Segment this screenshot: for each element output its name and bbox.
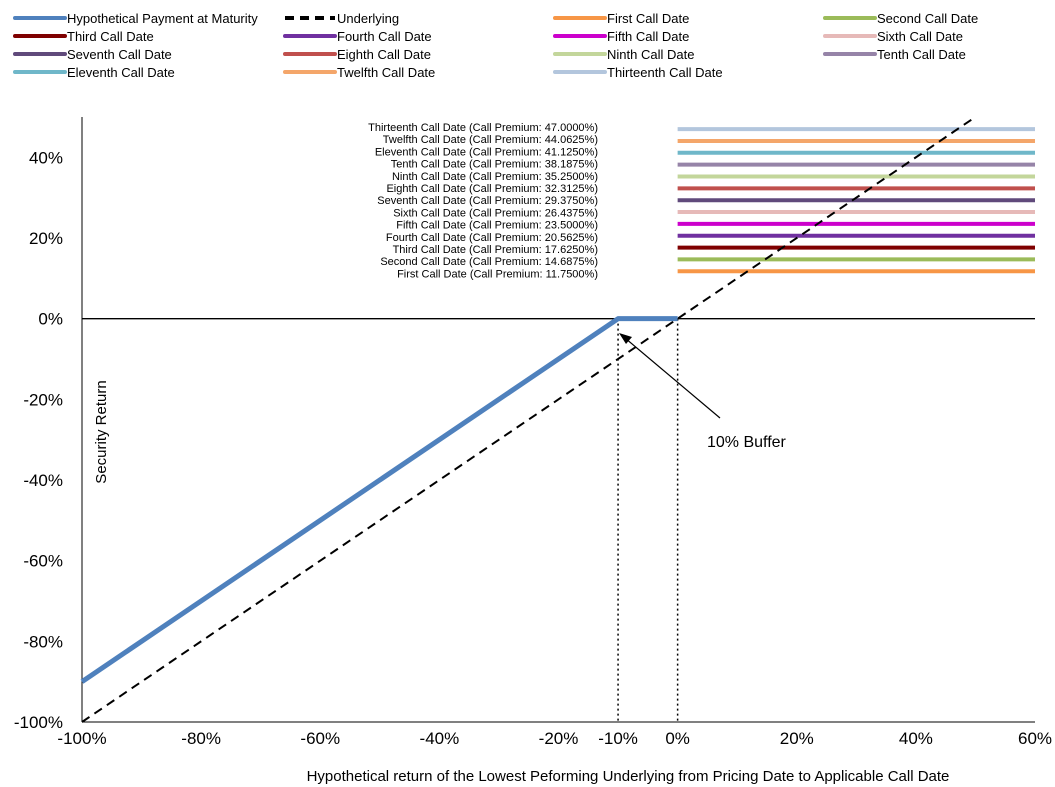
y-tick-label: -40% (23, 471, 63, 490)
call-label-tenth-call-date: Tenth Call Date (Call Premium: 38.1875%) (391, 159, 598, 171)
y-axis-label: Security Return (93, 380, 110, 483)
legend-label-fourth-call-date: Fourth Call Date (337, 29, 432, 44)
y-tick-label: -60% (23, 552, 63, 571)
series-payment-at-maturity (80, 316, 678, 684)
legend-label-third-call-date: Third Call Date (67, 29, 154, 44)
x-tick-label: -20% (539, 729, 579, 748)
call-label-sixth-call-date: Sixth Call Date (Call Premium: 26.4375%) (393, 207, 598, 219)
call-label-fourth-call-date: Fourth Call Date (Call Premium: 20.5625%… (386, 232, 598, 244)
call-label-eleventh-call-date: Eleventh Call Date (Call Premium: 41.125… (375, 146, 598, 158)
y-tick-label: -80% (23, 632, 63, 651)
x-tick-label: -100% (57, 729, 106, 748)
y-tick-label: -20% (23, 390, 63, 409)
buffer-arrow (624, 337, 721, 419)
y-tick-label: 0% (38, 310, 63, 329)
legend-label-tenth-call-date: Tenth Call Date (877, 47, 966, 62)
call-label-second-call-date: Second Call Date (Call Premium: 14.6875%… (380, 256, 598, 268)
legend: Hypothetical Payment at Maturity Underlyi… (13, 11, 978, 80)
legend-label-second-call-date: Second Call Date (877, 11, 978, 26)
call-label-third-call-date: Third Call Date (Call Premium: 17.6250%) (393, 244, 598, 256)
series (80, 116, 976, 723)
call-label-thirteenth-call-date: Thirteenth Call Date (Call Premium: 47.0… (368, 122, 598, 134)
legend-label-twelfth-call-date: Twelfth Call Date (337, 65, 435, 80)
call-date-labels: Thirteenth Call Date (Call Premium: 47.0… (368, 122, 598, 280)
call-label-first-call-date: First Call Date (Call Premium: 11.7500%) (397, 268, 598, 280)
legend-label-thirteenth-call-date: Thirteenth Call Date (607, 65, 723, 80)
tick-labels: -100% -80% -60% -40% -20% -10% 0% 20% 40% 60% 40% 2… (14, 148, 1052, 748)
call-label-fifth-call-date: Fifth Call Date (Call Premium: 23.5000%) (396, 220, 598, 232)
y-tick-label: -100% (14, 713, 63, 732)
axes (81, 117, 1035, 723)
call-date-lines (677, 127, 1035, 274)
x-tick-label: -80% (181, 729, 221, 748)
x-tick-label: -40% (420, 729, 460, 748)
call-label-twelfth-call-date: Twelfth Call Date (Call Premium: 44.0625… (383, 134, 598, 146)
legend-label-fifth-call-date: Fifth Call Date (607, 29, 689, 44)
legend-label-ninth-call-date: Ninth Call Date (607, 47, 694, 62)
call-label-eighth-call-date: Eighth Call Date (Call Premium: 32.3125%… (386, 183, 598, 195)
y-tick-label: 20% (29, 229, 63, 248)
x-tick-label: -10% (598, 729, 638, 748)
legend-label-eleventh-call-date: Eleventh Call Date (67, 65, 175, 80)
x-tick-label: 20% (780, 729, 814, 748)
x-tick-label: 0% (665, 729, 690, 748)
x-tick-label: 60% (1018, 729, 1052, 748)
legend-label-eighth-call-date: Eighth Call Date (337, 47, 431, 62)
legend-label-underlying: Underlying (337, 11, 399, 26)
buffer-annotation: 10% Buffer (707, 434, 787, 451)
legend-label-first-call-date: First Call Date (607, 11, 689, 26)
annotation: 10% Buffer (619, 333, 787, 451)
y-tick-label: 40% (29, 148, 63, 167)
legend-label-hypothetical-payment-at-maturity: Hypothetical Payment at Maturity (67, 11, 258, 26)
x-tick-label: 40% (899, 729, 933, 748)
x-tick-label: -60% (300, 729, 340, 748)
call-label-ninth-call-date: Ninth Call Date (Call Premium: 35.2500%) (392, 171, 598, 183)
legend-label-sixth-call-date: Sixth Call Date (877, 29, 963, 44)
x-axis-label: Hypothetical return of the Lowest Peform… (307, 768, 950, 785)
buffer-arrow-head (619, 333, 632, 344)
call-label-seventh-call-date: Seventh Call Date (Call Premium: 29.3750… (377, 195, 598, 207)
legend-label-seventh-call-date: Seventh Call Date (67, 47, 172, 62)
